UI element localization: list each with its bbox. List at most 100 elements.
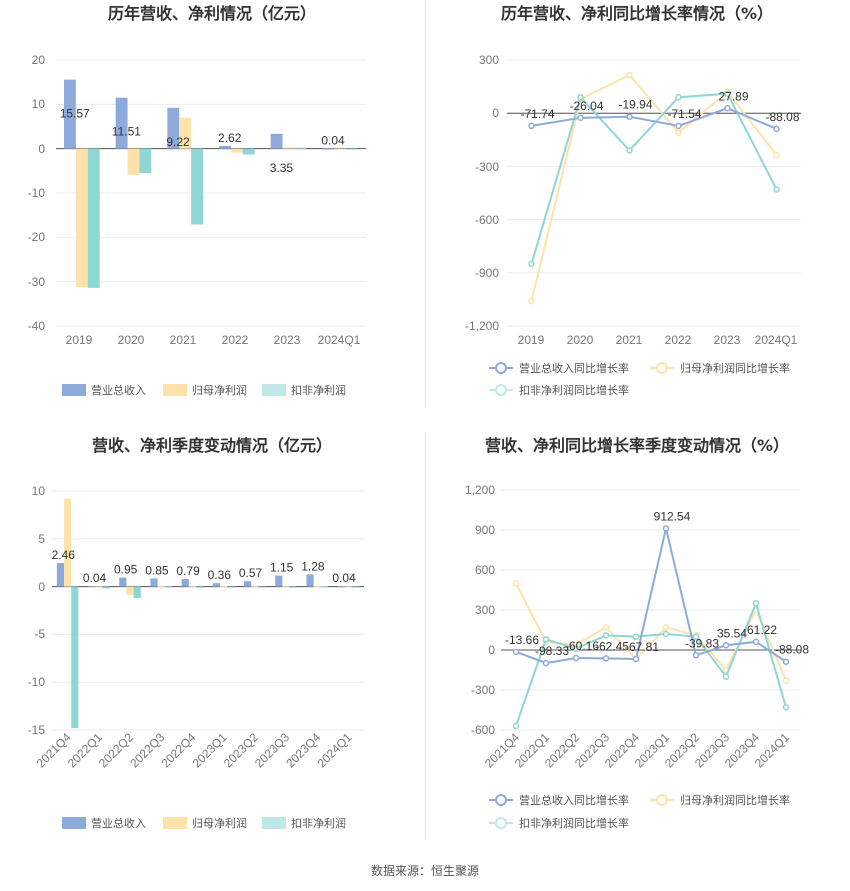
data-point: [782, 677, 790, 684]
y-ticks: 10 5 0 -5 -10 -15: [28, 484, 46, 737]
data-point: [724, 105, 731, 112]
data-label: 11.51: [112, 125, 141, 139]
bar: [275, 575, 283, 587]
bar: [87, 148, 100, 288]
legend-marker: [495, 817, 507, 829]
y-tick: -15: [28, 723, 46, 737]
y-tick: 300: [475, 603, 495, 617]
legend-label: 扣非净利润: [291, 816, 346, 830]
data-label: 15.57: [60, 107, 90, 121]
data-label: -39.83: [685, 636, 719, 650]
legend-label: 营业总收入同比增长率: [519, 793, 629, 807]
data-point: [626, 113, 633, 120]
panel-divider: [425, 0, 426, 408]
data-point: [528, 297, 535, 305]
x-tick: 2023: [274, 333, 301, 347]
data-point: [626, 71, 633, 79]
y-tick: -600: [475, 213, 499, 227]
bar: [270, 133, 283, 149]
data-point: [675, 122, 682, 130]
y-tick: 0: [492, 106, 499, 120]
bar: [191, 148, 203, 225]
data-label: -26.04: [569, 99, 603, 113]
data-label: 912.54: [654, 509, 691, 523]
chart-annual-values-svg: 历年营收、净利情况（亿元） 20 10 0 -10 -20 -30 -40 20…: [28, 4, 366, 397]
chart-annual-growth-svg: 历年营收、净利同比增长率情况（%） 300 0 -300 -600 -900 -…: [465, 4, 801, 397]
y-tick: -40: [28, 319, 46, 333]
data-label: 0.85: [145, 563, 169, 577]
bar: [313, 586, 321, 588]
data-point: [773, 125, 780, 133]
plot-area: 15.57 11.51 9.22 2.62 3.35 0.04: [56, 59, 366, 327]
bar: [242, 148, 255, 155]
y-tick: -10: [28, 186, 46, 200]
data-label: 0.79: [176, 564, 200, 578]
data-point: [632, 633, 640, 640]
bar: [119, 577, 127, 587]
data-label: -71.54: [667, 107, 701, 121]
data-point: [577, 114, 584, 122]
data-point: [602, 655, 610, 662]
bar: [244, 581, 252, 587]
x-tick: 2021: [616, 333, 643, 347]
x-tick: 2024Q1: [755, 333, 798, 347]
data-point: [512, 648, 520, 656]
data-point: [632, 655, 640, 663]
data-point: [722, 642, 730, 649]
data-point: [675, 129, 682, 136]
data-point: [782, 704, 790, 711]
bar: [64, 79, 76, 149]
data-label: -67.81: [625, 640, 659, 654]
legend-swatch: [262, 384, 286, 396]
data-source-note: 数据来源：恒生聚源: [370, 864, 479, 878]
bar: [75, 148, 88, 287]
data-label: -88.08: [775, 643, 809, 657]
legend-label: 扣非净利润同比增长率: [519, 383, 629, 397]
legend-label: 归母净利润同比增长率: [680, 361, 790, 375]
chart-quarterly-values: 营收、净利季度变动情况（亿元） 10 5 0 -5 -10 -15 2021Q4…: [0, 432, 425, 852]
y-tick: 10: [32, 484, 46, 498]
bar: [127, 148, 140, 175]
y-tick: -300: [471, 683, 495, 697]
data-point: [528, 260, 535, 268]
data-point: [675, 93, 682, 101]
legend-swatch: [262, 817, 286, 829]
bar: [351, 586, 360, 588]
data-label: 61.22: [747, 623, 777, 637]
series-line: [530, 92, 778, 265]
y-tick: -20: [28, 230, 46, 244]
y-tick: 0: [38, 580, 45, 594]
series-line: [530, 73, 778, 302]
panel-divider: [425, 432, 426, 840]
plot-area: -71.74 -26.04 -19.94 -71.54 27.89 -88.08: [507, 59, 801, 327]
data-point: [572, 654, 580, 662]
series-line: [515, 528, 787, 665]
data-label: 2.46: [52, 548, 76, 562]
data-point: [782, 658, 790, 665]
x-tick: 2024Q1: [752, 730, 792, 770]
bar: [294, 147, 307, 149]
bar: [71, 586, 79, 729]
y-tick: 0: [38, 142, 45, 156]
chart-quarterly-values-svg: 营收、净利季度变动情况（亿元） 10 5 0 -5 -10 -15 2021Q4…: [28, 436, 364, 830]
data-point: [722, 673, 730, 680]
legend-swatch: [62, 384, 86, 396]
y-tick: 600: [475, 563, 495, 577]
data-label: -62.45: [595, 639, 629, 653]
legend-marker: [656, 794, 668, 806]
series-line: [531, 107, 777, 130]
data-point: [692, 633, 700, 640]
bar: [346, 148, 358, 150]
x-tick: 2024Q1: [318, 333, 361, 347]
data-point: [773, 151, 780, 159]
y-tick: 900: [475, 523, 495, 537]
legend-label: 营业总收入同比增长率: [519, 361, 629, 375]
legend-marker: [656, 362, 668, 374]
chart-title: 历年营收、净利同比增长率情况（%）: [501, 4, 773, 23]
y-tick: 20: [32, 53, 46, 67]
data-point: [512, 722, 520, 730]
bar: [282, 147, 295, 149]
bar: [227, 586, 235, 588]
bar: [139, 148, 152, 174]
series-line: [515, 600, 787, 727]
